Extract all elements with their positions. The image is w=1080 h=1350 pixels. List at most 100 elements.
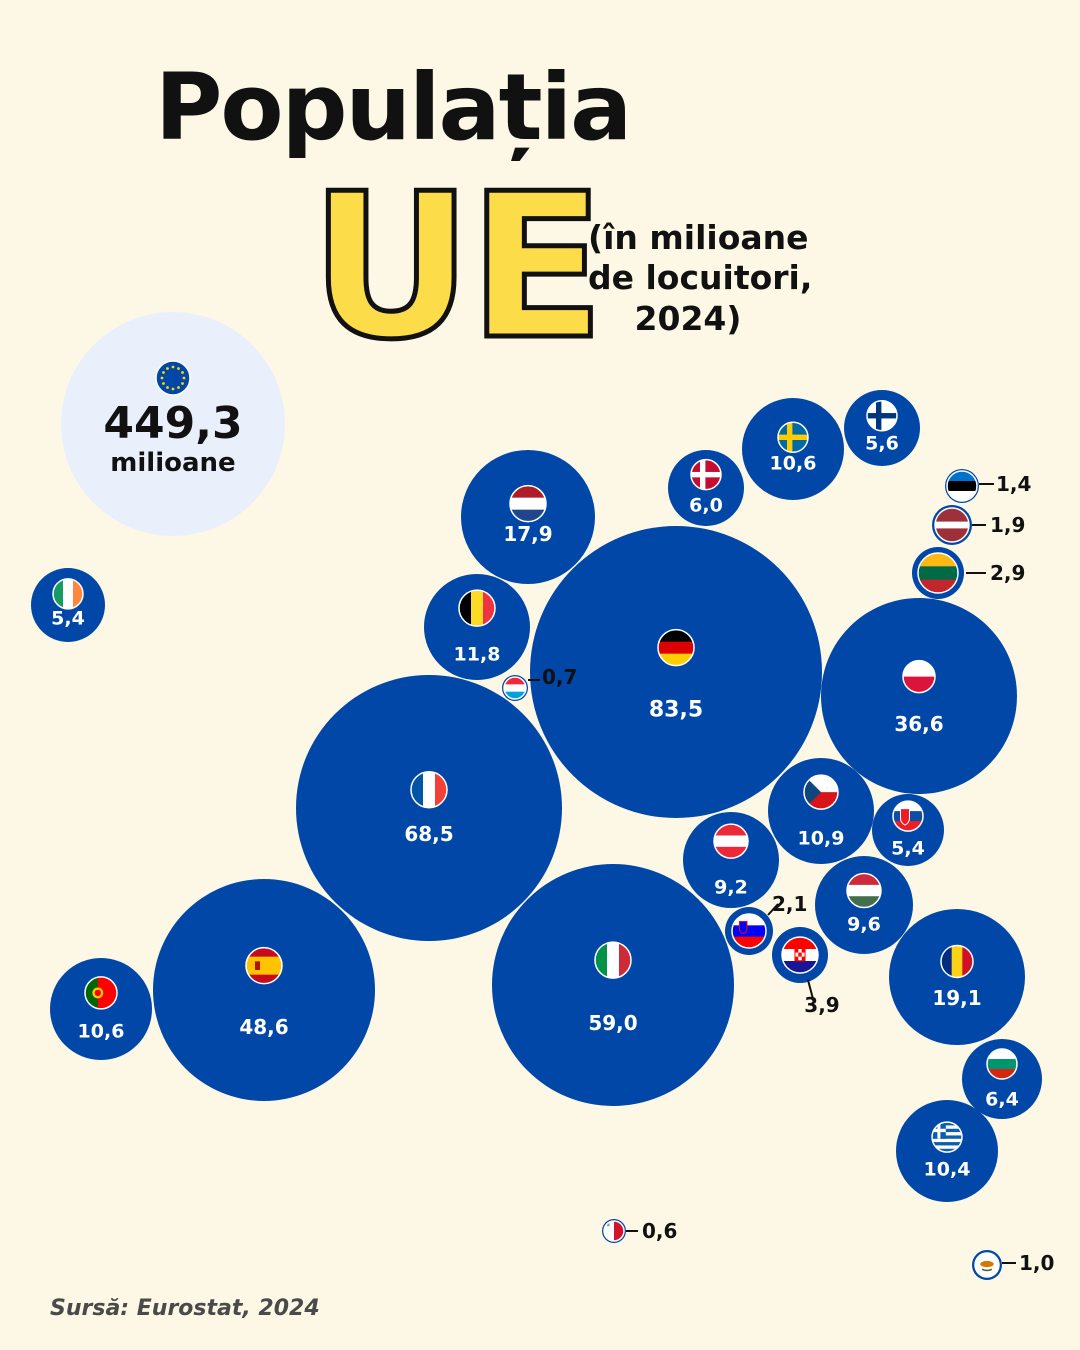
value-label-hr: 3,9 xyxy=(804,993,839,1017)
flag-hr-icon xyxy=(781,936,819,974)
flag-fi-icon xyxy=(866,400,898,432)
value-label-cy: 1,0 xyxy=(1019,1251,1054,1275)
flag-pl-icon xyxy=(902,659,936,694)
bubble-se: 10,6 xyxy=(742,398,844,500)
bubble-fr: 68,5 xyxy=(296,675,562,941)
bubble-nl: 17,9 xyxy=(461,450,595,584)
bubble-lt: 2,9 xyxy=(912,547,1025,599)
flag-cy-icon xyxy=(974,1252,1000,1278)
bubble-ie: 5,4 xyxy=(31,568,105,642)
flag-dk-icon xyxy=(690,458,722,491)
value-label-sk: 5,4 xyxy=(891,838,925,860)
bubble-mt: 0,6 xyxy=(602,1219,677,1243)
value-label-se: 10,6 xyxy=(770,453,817,475)
title-line-1: Populația xyxy=(155,54,632,161)
value-label-es: 48,6 xyxy=(239,1015,288,1039)
bubble-si: 2,1 xyxy=(725,892,807,955)
value-label-lv: 1,9 xyxy=(990,513,1025,537)
value-label-ee: 1,4 xyxy=(996,472,1031,496)
bubble-gr: 10,4 xyxy=(896,1100,998,1202)
eu-total-unit: milioane xyxy=(110,448,236,478)
value-label-ie: 5,4 xyxy=(51,608,85,630)
bubble-pl: 36,6 xyxy=(821,598,1017,794)
flag-si-icon xyxy=(731,913,767,949)
value-label-cz: 10,9 xyxy=(798,828,845,850)
value-label-fr: 68,5 xyxy=(404,822,453,846)
leader-line-si xyxy=(767,903,779,916)
bubble-it-circle xyxy=(492,864,734,1106)
value-label-mt: 0,6 xyxy=(642,1219,677,1243)
bubble-lv: 1,9 xyxy=(932,505,1025,545)
bubble-cy: 1,0 xyxy=(972,1250,1054,1280)
value-label-be: 11,8 xyxy=(454,644,501,666)
bubble-es: 48,6 xyxy=(153,879,375,1101)
bubble-at-circle xyxy=(683,812,779,908)
flag-it-icon xyxy=(594,941,632,979)
subtitle-line-3: 2024) xyxy=(634,298,742,338)
value-label-nl: 17,9 xyxy=(503,522,552,546)
value-label-ro: 19,1 xyxy=(932,986,981,1010)
bubble-be-circle xyxy=(424,574,530,680)
flag-ie-icon xyxy=(52,578,84,610)
bubble-it: 59,0 xyxy=(492,864,734,1106)
bubble-sk: 5,4 xyxy=(872,794,944,866)
value-label-it: 59,0 xyxy=(588,1011,637,1035)
value-label-pl: 36,6 xyxy=(894,712,943,736)
flag-lt-icon xyxy=(917,552,959,594)
flag-mt-icon xyxy=(603,1220,625,1242)
bubble-de: 83,5 xyxy=(530,526,822,818)
subtitle-line-1: (în milioane xyxy=(588,218,809,257)
value-label-lt: 2,9 xyxy=(990,561,1025,585)
value-label-pt: 10,6 xyxy=(78,1021,125,1043)
bubble-hr: 3,9 xyxy=(772,927,840,1017)
flag-ro-icon xyxy=(940,944,974,979)
eu-flag-icon xyxy=(155,360,191,396)
flag-be-icon xyxy=(458,589,496,627)
flag-se-icon xyxy=(777,421,809,454)
flag-sk-icon xyxy=(892,800,924,832)
flag-hu-icon xyxy=(846,872,882,909)
bubble-es-circle xyxy=(153,879,375,1101)
flag-at-icon xyxy=(713,823,749,859)
value-label-lu: 0,7 xyxy=(542,665,577,689)
flag-fr-icon xyxy=(410,770,448,809)
bubble-at: 9,2 xyxy=(683,812,779,908)
value-label-bg: 6,4 xyxy=(985,1089,1019,1111)
flag-lv-icon xyxy=(934,507,970,543)
subtitle: (în milioane de locuitori, 2024) xyxy=(588,218,813,339)
bubble-lu: 0,7 xyxy=(502,665,577,701)
leader-line-hr xyxy=(807,979,814,1000)
bubble-bg: 6,4 xyxy=(962,1039,1042,1119)
subtitle-line-2: de locuitori, xyxy=(588,258,813,298)
flag-ee-icon xyxy=(946,470,978,502)
bubble-ee: 1,4 xyxy=(945,469,1031,503)
bubble-ro: 19,1 xyxy=(889,909,1025,1045)
eu-total-bubble: 449,3 milioane xyxy=(61,312,285,536)
flag-nl-icon xyxy=(509,484,547,523)
title-line-2: UE xyxy=(307,151,607,384)
flag-gr-icon xyxy=(931,1121,963,1153)
bubble-be: 11,8 xyxy=(424,574,530,680)
bubble-cz: 10,9 xyxy=(768,758,874,864)
value-label-fi: 5,6 xyxy=(865,433,899,455)
value-label-si: 2,1 xyxy=(772,892,807,916)
source-note: Sursă: Eurostat, 2024 xyxy=(50,1296,320,1321)
bubble-pt: 10,6 xyxy=(50,958,152,1060)
bubble-fi: 5,6 xyxy=(844,390,920,466)
eu-total-value: 449,3 xyxy=(103,398,243,449)
flag-es-icon xyxy=(245,946,283,985)
value-label-de: 83,5 xyxy=(649,698,703,723)
value-label-hu: 9,6 xyxy=(847,914,881,936)
value-label-at: 9,2 xyxy=(714,877,748,899)
bubble-pl-circle xyxy=(821,598,1017,794)
flag-cz-icon xyxy=(803,774,839,810)
flag-lu-icon xyxy=(503,676,527,700)
flag-bg-icon xyxy=(986,1048,1018,1080)
bubble-dk: 6,0 xyxy=(668,450,744,526)
value-label-dk: 6,0 xyxy=(689,495,723,517)
flag-de-icon xyxy=(657,628,695,667)
bubble-de-circle xyxy=(530,526,822,818)
flag-pt-icon xyxy=(84,976,118,1010)
bubble-hu: 9,6 xyxy=(815,856,913,954)
